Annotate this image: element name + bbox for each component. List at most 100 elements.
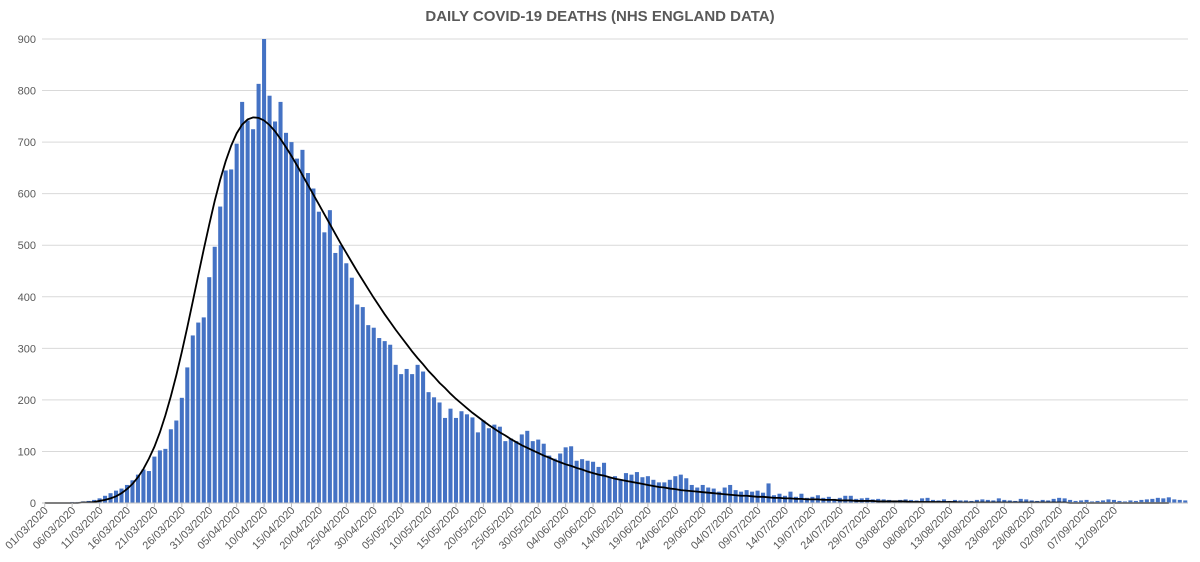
bar — [240, 101, 245, 504]
bar — [432, 397, 437, 503]
bar — [163, 448, 168, 503]
bar — [448, 408, 453, 503]
bar — [733, 490, 738, 503]
bar — [925, 497, 930, 503]
bar — [470, 417, 475, 503]
bar — [135, 474, 140, 503]
bar — [832, 498, 837, 503]
bar — [1139, 499, 1144, 503]
bar — [475, 432, 480, 503]
bar — [974, 499, 979, 503]
bar — [804, 497, 809, 503]
bar — [569, 446, 574, 503]
bar — [410, 374, 415, 503]
bar — [667, 479, 672, 503]
bar — [388, 344, 393, 503]
y-tick-label: 500 — [18, 240, 36, 252]
bar — [349, 277, 354, 503]
bar — [311, 188, 316, 503]
bar — [492, 424, 497, 503]
bar — [273, 121, 278, 503]
bar — [190, 335, 195, 503]
bar — [547, 455, 552, 503]
bar — [552, 458, 557, 503]
bar — [146, 471, 151, 503]
bar — [612, 476, 618, 503]
bar — [344, 263, 349, 503]
bar — [157, 450, 162, 503]
bar — [333, 252, 338, 503]
bar — [1183, 500, 1188, 503]
bar — [536, 439, 541, 503]
bar — [371, 327, 376, 503]
bar — [519, 434, 524, 503]
bar — [355, 304, 360, 503]
bar — [503, 441, 508, 503]
bar — [980, 499, 985, 503]
bar — [426, 392, 431, 503]
bar — [585, 460, 590, 503]
bar — [750, 491, 755, 503]
bar — [316, 211, 321, 503]
bar — [662, 482, 667, 503]
bar — [464, 414, 469, 503]
bar — [453, 417, 459, 503]
bar — [1018, 498, 1023, 503]
bar — [678, 474, 683, 503]
bar — [761, 492, 766, 503]
bar — [1062, 498, 1067, 503]
bar — [651, 479, 656, 503]
bar — [382, 341, 387, 503]
bar — [141, 469, 146, 503]
y-tick-label: 800 — [18, 86, 36, 98]
trend-line-series — [44, 116, 1169, 504]
bar — [338, 245, 343, 503]
bar — [558, 453, 563, 503]
bar — [1002, 499, 1007, 503]
bar — [618, 479, 623, 503]
bar — [508, 438, 513, 503]
bar — [278, 101, 283, 504]
bar — [1161, 498, 1166, 503]
bar — [1166, 497, 1171, 503]
bar — [283, 132, 289, 503]
bar — [497, 426, 502, 503]
bar — [766, 483, 771, 503]
bar — [514, 441, 519, 503]
bar — [442, 417, 448, 503]
bar — [421, 371, 426, 503]
bar — [179, 397, 184, 503]
y-tick-label: 300 — [18, 343, 36, 355]
bar — [196, 322, 201, 503]
bar — [1106, 499, 1111, 503]
bar — [1057, 497, 1062, 503]
bar — [920, 498, 925, 503]
bar — [234, 143, 239, 503]
bar — [689, 484, 694, 503]
y-tick-label: 400 — [18, 292, 36, 304]
bar — [985, 499, 990, 503]
bar-series — [53, 39, 1188, 504]
bar — [207, 277, 212, 503]
bar — [267, 95, 272, 503]
bar — [591, 461, 596, 503]
bar — [1150, 498, 1155, 503]
bar — [848, 495, 853, 503]
bar — [596, 466, 601, 503]
bar — [174, 420, 179, 503]
bar — [124, 484, 130, 503]
bar — [1133, 500, 1138, 503]
bar — [541, 443, 546, 503]
bar — [788, 491, 793, 503]
bar — [201, 317, 206, 503]
bar — [700, 484, 705, 503]
bar — [623, 473, 628, 503]
bar — [722, 487, 727, 503]
bar — [706, 487, 711, 503]
trend-line — [44, 116, 1169, 504]
bar — [1111, 499, 1117, 503]
bar — [634, 472, 639, 503]
bar — [629, 474, 634, 503]
bar — [262, 39, 267, 503]
